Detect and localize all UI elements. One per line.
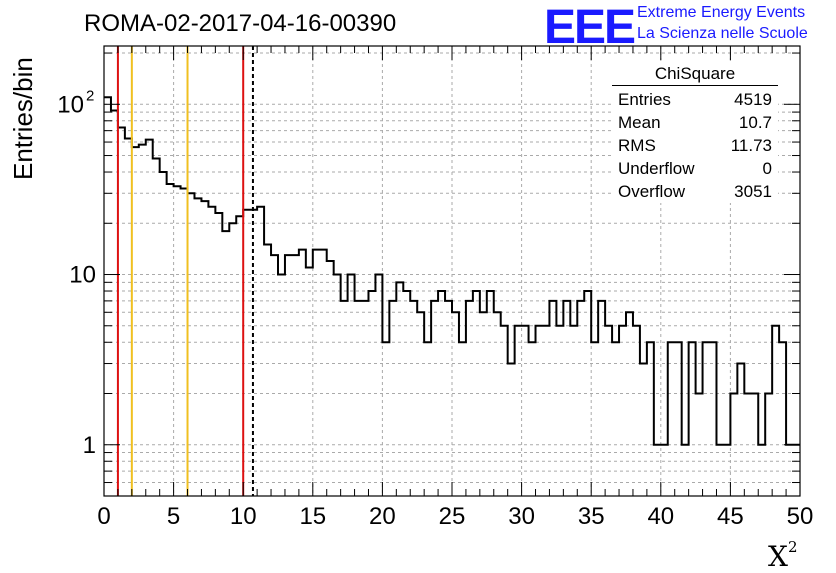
x-tick-label: 20	[369, 503, 396, 530]
y-axis-label: Entries/bin	[8, 57, 38, 180]
stats-title: ChiSquare	[612, 64, 778, 86]
x-axis-label: X2	[768, 538, 797, 573]
stats-label: Underflow	[618, 159, 695, 178]
logo-subtitle-1: Extreme Energy Events	[637, 4, 806, 21]
x-axis-label-sup: 2	[787, 538, 798, 556]
y-tick-label: 10	[57, 91, 84, 118]
y-tick-label-exponent: 2	[86, 87, 94, 104]
histogram-series	[104, 96, 800, 446]
x-tick-label: 10	[230, 503, 257, 530]
y-tick-label: 1	[83, 432, 96, 459]
stats-row-overflow: Overflow 3051	[612, 180, 778, 203]
x-tick-label: 45	[717, 503, 744, 530]
stats-value: 11.73	[730, 136, 772, 155]
eee-logo: EEE	[544, 1, 636, 54]
stats-label: RMS	[618, 136, 656, 155]
x-tick-label: 40	[647, 503, 674, 530]
x-tick-label: 50	[787, 503, 814, 530]
stats-label: Overflow	[618, 182, 686, 201]
x-tick-label: 5	[167, 503, 180, 530]
y-tick-label: 10	[69, 262, 96, 289]
logo-subtitle-2: La Scienza nelle Scuole	[637, 25, 808, 42]
stats-value: 3051	[734, 182, 772, 201]
stats-row-underflow: Underflow 0	[612, 157, 778, 180]
x-axis-label-base: X	[768, 540, 788, 573]
x-tick-label: 15	[299, 503, 326, 530]
stats-value: 10.7	[738, 113, 772, 132]
stats-box: ChiSquare Entries 4519 Mean 10.7 RMS 11.…	[612, 64, 778, 203]
stats-row-rms: RMS 11.73	[612, 134, 778, 157]
chart-title: ROMA-02-2017-04-16-00390	[84, 10, 397, 37]
stats-label: Entries	[618, 90, 671, 109]
x-tick-label: 30	[508, 503, 535, 530]
stats-label: Mean	[618, 113, 661, 132]
x-tick-label: 35	[578, 503, 605, 530]
stats-value: 0	[762, 159, 772, 178]
stats-value: 4519	[734, 90, 772, 109]
stats-row-entries: Entries 4519	[612, 88, 778, 111]
x-tick-label: 0	[97, 503, 110, 530]
stats-row-mean: Mean 10.7	[612, 111, 778, 134]
x-tick-label: 25	[439, 503, 466, 530]
